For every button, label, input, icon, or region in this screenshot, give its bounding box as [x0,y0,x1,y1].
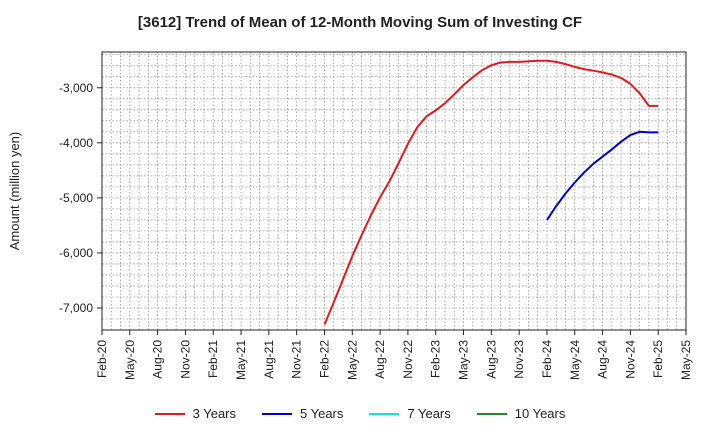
y-tick-label: -7,000 [59,301,93,315]
y-tick-label: -4,000 [59,136,93,150]
x-tick-label: Nov-22 [401,340,415,379]
y-tick-label: -3,000 [59,81,93,95]
series-line-5-years [546,130,659,221]
x-tick-label: May-24 [568,340,582,380]
x-tick-label: Aug-22 [373,340,387,379]
legend-item-3-years: 3 Years [154,406,236,421]
legend: 3 Years 5 Years 7 Years 10 Years [0,406,720,421]
legend-item-7-years: 7 Years [369,406,451,421]
plot-frame [101,51,687,331]
series-layer [323,59,659,325]
x-tick-label: Aug-20 [151,340,165,379]
x-tick-label: Aug-21 [262,340,276,379]
legend-label: 7 Years [407,406,451,421]
series-line-3-years [323,59,659,325]
legend-swatch [369,412,400,415]
x-tick-label: Feb-24 [540,340,554,378]
chart-title: [3612] Trend of Mean of 12-Month Moving … [137,14,583,31]
x-tick-label: Nov-23 [512,340,526,379]
x-tick-label: Nov-21 [290,340,304,379]
x-tick-label: Aug-23 [484,340,498,379]
y-axis-label: Amount (million yen) [7,132,22,251]
x-tick-label: Feb-21 [206,340,220,378]
x-tick-label: Nov-20 [178,340,192,379]
legend-label: 3 Years [192,406,236,421]
legend-label: 10 Years [514,406,566,421]
x-tick-labels: Feb-20 May-20 Aug-20 Nov-20 Feb-21 May-21 Aug-… [95,330,693,380]
grid-layer [102,52,686,330]
y-tick-label: -5,000 [59,191,93,205]
legend-label: 5 Years [300,406,344,421]
x-tick-label: May-21 [234,340,248,380]
y-tick-label: -6,000 [59,246,93,260]
legend-swatch [154,412,185,415]
x-tick-label: Feb-25 [651,340,665,378]
y-tick-labels: -7,000 -6,000 -5,000 -4,000 -3,000 [59,81,102,315]
x-tick-label: May-23 [457,340,471,380]
legend-item-10-years: 10 Years [476,406,566,421]
x-tick-label: Aug-24 [596,340,610,379]
x-tick-label: May-22 [345,340,359,380]
x-tick-label: Feb-23 [429,340,443,378]
x-tick-label: Nov-24 [623,340,637,379]
x-tick-label: Feb-20 [95,340,109,378]
legend-swatch [262,412,292,415]
x-tick-label: May-25 [679,340,693,380]
legend-swatch [476,412,507,415]
x-tick-label: Feb-22 [317,340,331,378]
legend-item-5-years: 5 Years [262,406,343,421]
x-tick-label: May-20 [123,340,137,380]
